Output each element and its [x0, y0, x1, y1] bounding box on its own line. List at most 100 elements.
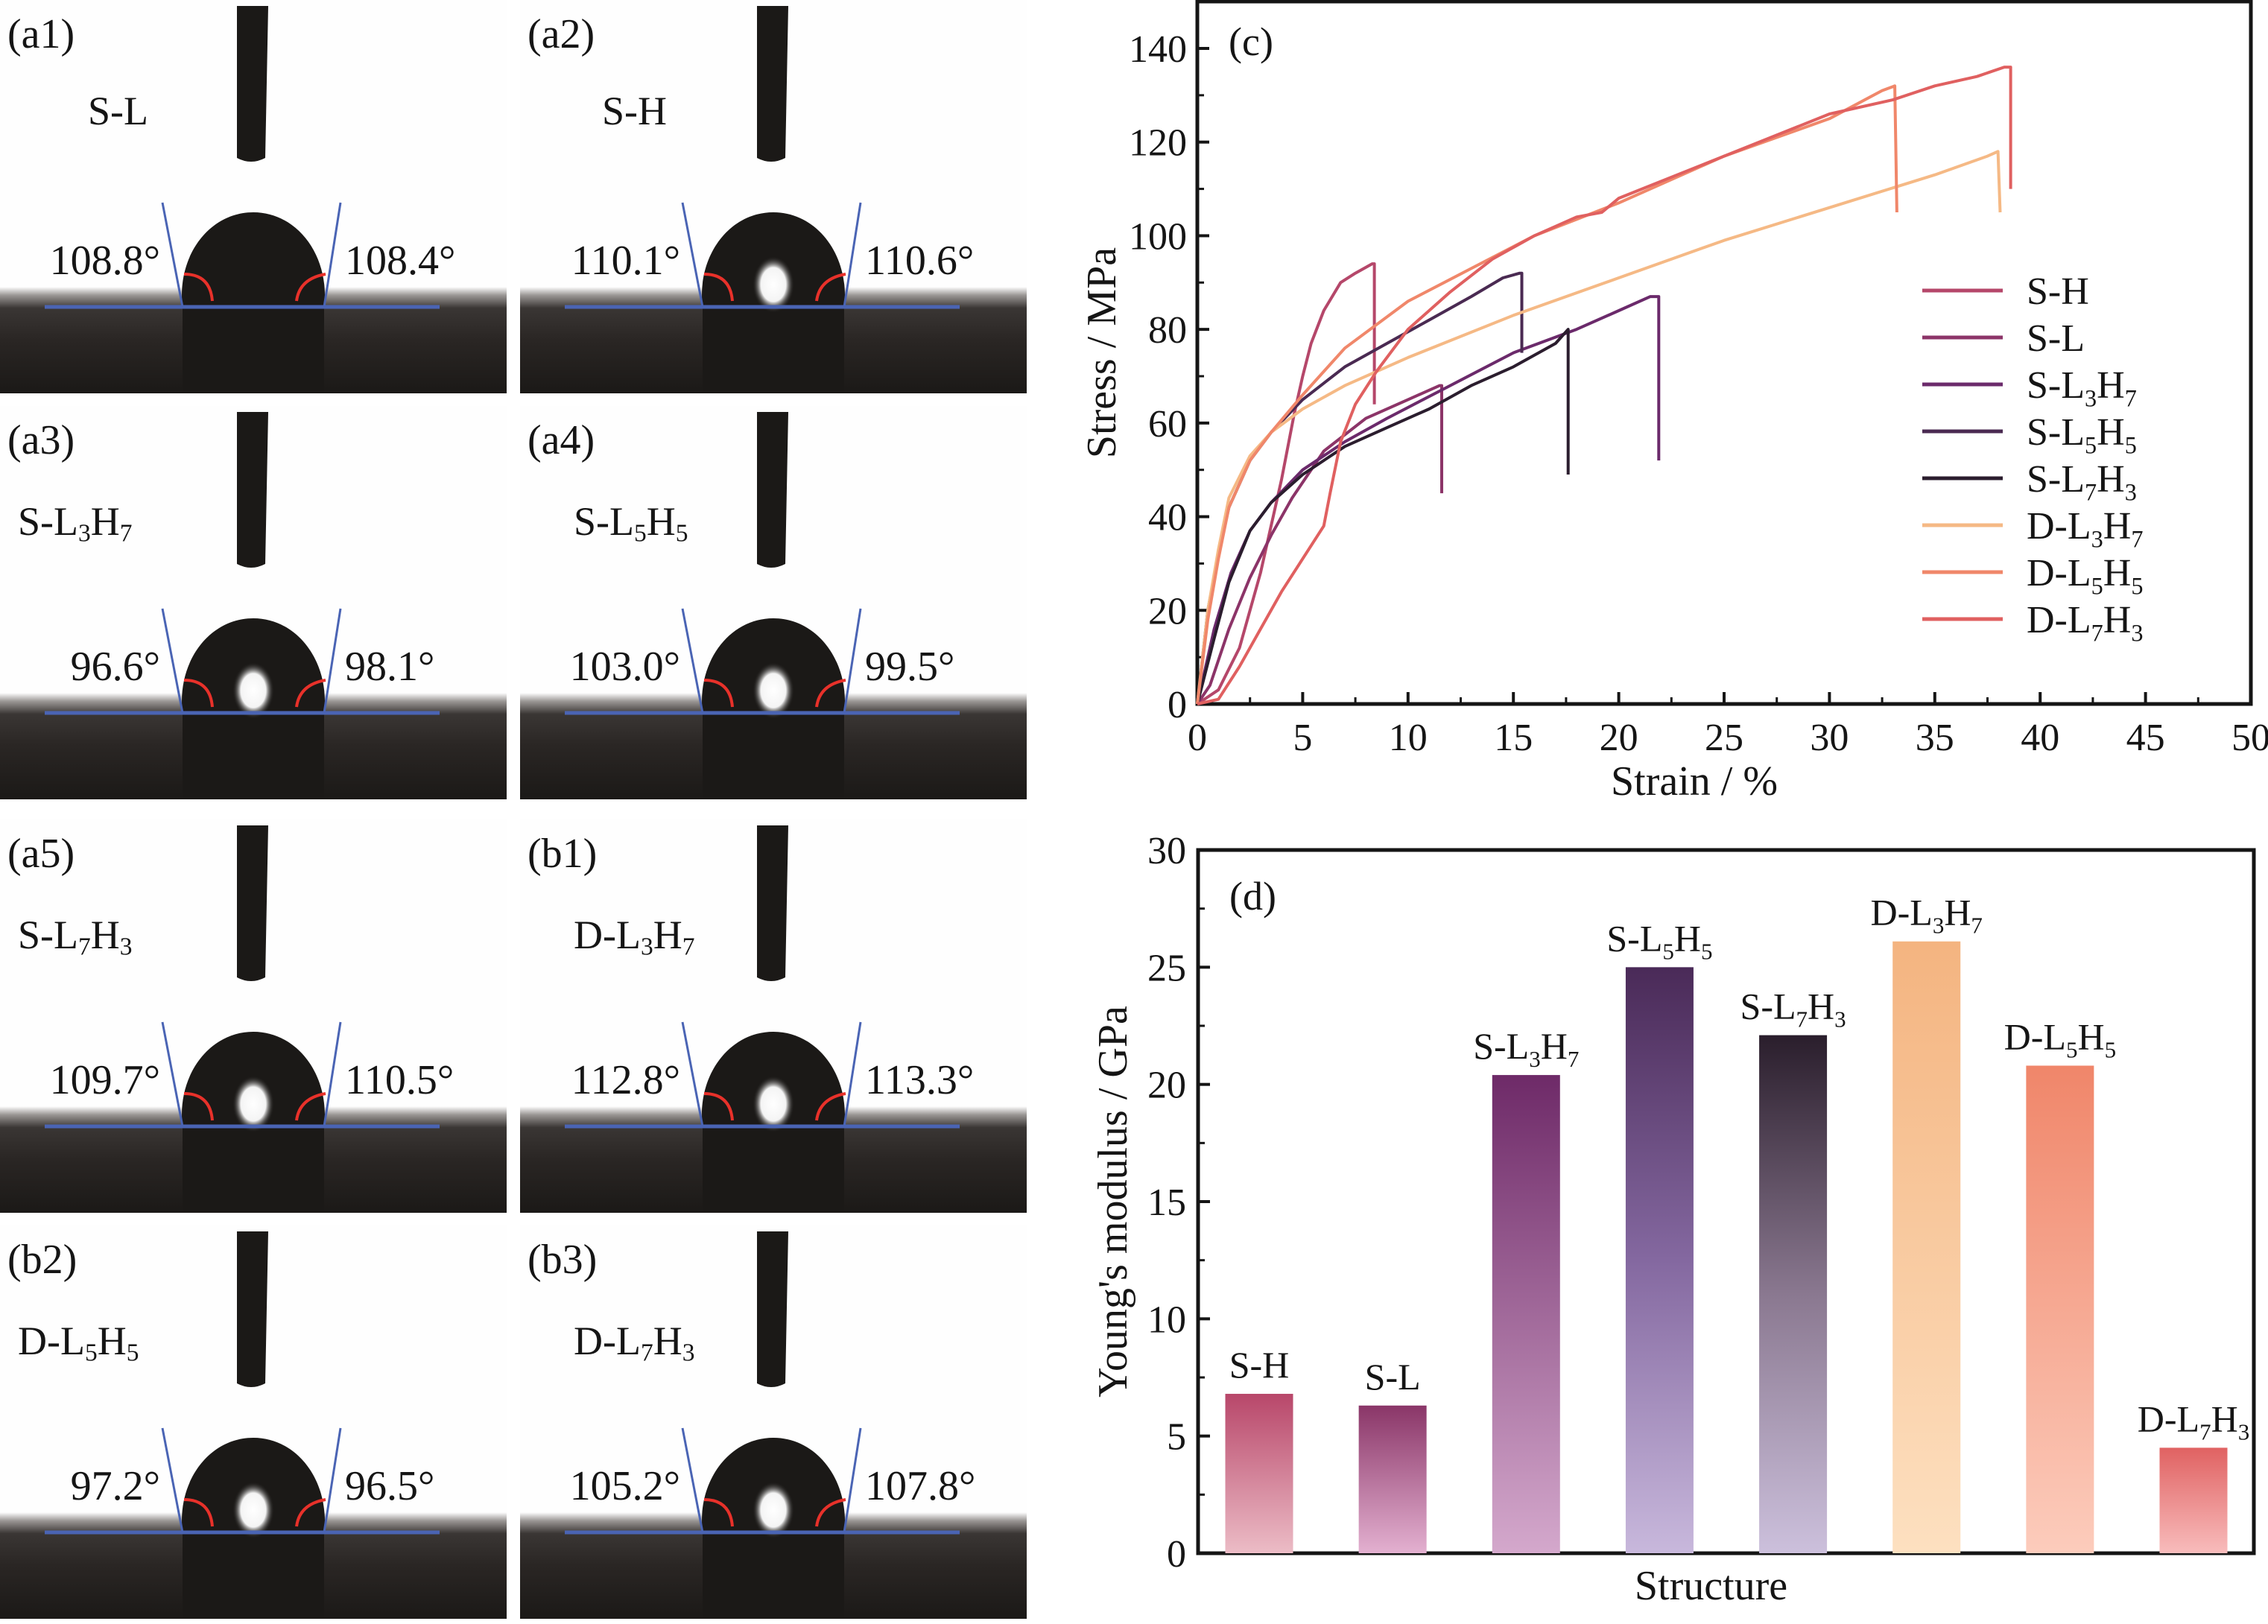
- needle: [237, 6, 268, 162]
- tangent-left: [681, 608, 704, 714]
- y-tick-label: 0: [1167, 1533, 1186, 1576]
- tangent-left: [681, 1021, 704, 1127]
- sample-name: S-L: [88, 89, 148, 133]
- sample-name: D-L3H7: [574, 913, 695, 961]
- legend-label: D-L3H7: [2027, 505, 2143, 552]
- legend-label: S-L: [2027, 317, 2085, 360]
- contact-angle-photo-a4: (a4) S-L5H5 103.0° 99.5°: [520, 406, 1027, 799]
- bar-d-l3h7: [1892, 941, 1961, 1553]
- needle: [237, 412, 268, 568]
- right-contact-angle: 113.3°: [865, 1057, 975, 1103]
- droplet-highlight: [753, 256, 794, 313]
- y-tick-label: 25: [1147, 947, 1186, 989]
- angle-arc-left: [183, 1498, 214, 1527]
- x-tick-label: 35: [1916, 717, 1954, 759]
- right-contact-angle: 96.5°: [345, 1463, 435, 1509]
- y-tick-label: 140: [1129, 28, 1187, 71]
- right-contact-angle: 108.4°: [345, 238, 456, 284]
- legend-label: S-H: [2027, 270, 2089, 313]
- right-contact-angle: 110.6°: [865, 238, 975, 284]
- legend-item: S-L5H5: [1922, 411, 2137, 458]
- x-tick-label: 5: [1293, 717, 1312, 759]
- angle-arc-left: [183, 1092, 214, 1121]
- legend-label: S-L7H3: [2027, 458, 2137, 505]
- angle-arc-right: [815, 1498, 846, 1527]
- left-contact-angle: 103.0°: [569, 644, 680, 690]
- y-tick-label: 15: [1147, 1181, 1186, 1224]
- right-contact-angle: 110.5°: [345, 1057, 454, 1103]
- stress-strain-chart: 0 5 10 15 20 25 30 35 40 45 50 0 20 40 60 80 100 120 140 St…: [1079, 0, 2268, 805]
- y-tick-label: 100: [1129, 215, 1187, 258]
- left-contact-angle: 112.8°: [571, 1057, 680, 1103]
- tangent-right: [323, 202, 342, 308]
- y-tick-label: 20: [1147, 1065, 1186, 1107]
- bar-label: S-L5H5: [1606, 917, 1712, 964]
- tangent-right: [843, 1021, 862, 1127]
- angle-arc-right: [815, 1092, 846, 1121]
- angle-arc-left: [703, 273, 734, 302]
- bar-label: D-L3H7: [1871, 892, 1983, 939]
- bar-s-l3h7: [1492, 1075, 1560, 1553]
- plot-frame: [1196, 848, 2256, 1555]
- bar-s-l5h5: [1625, 967, 1694, 1553]
- right-contact-angle: 107.8°: [865, 1463, 976, 1509]
- droplet-highlight: [232, 662, 274, 719]
- panel-label: (a2): [528, 11, 595, 57]
- panel-label: (a1): [7, 11, 75, 57]
- panel-label: (b3): [528, 1237, 598, 1283]
- angle-arc-right: [295, 1498, 326, 1527]
- right-contact-angle: 99.5°: [865, 644, 955, 690]
- legend-label: S-L5H5: [2027, 411, 2137, 458]
- needle: [237, 825, 268, 981]
- x-tick-label: 20: [1600, 717, 1638, 759]
- y-tick-label: 40: [1148, 497, 1187, 539]
- bar-d-l7h3: [2159, 1447, 2228, 1553]
- series-line-d-l3h7: [1196, 150, 2002, 705]
- y-tick-label: 5: [1167, 1416, 1186, 1459]
- bar-d-l5h5: [2026, 1065, 2094, 1553]
- legend-label: D-L5H5: [2027, 552, 2143, 599]
- needle: [237, 1231, 268, 1387]
- panel-label: (a3): [7, 417, 75, 463]
- x-axis-label: Structure: [1635, 1563, 1787, 1609]
- panel-label: (a4): [528, 417, 595, 463]
- contact-angle-photo-a1: (a1) S-L 108.8° 108.4°: [0, 0, 507, 393]
- left-contact-angle: 110.1°: [571, 238, 680, 284]
- tangent-right: [323, 1021, 342, 1127]
- tangent-right: [323, 1427, 342, 1533]
- x-tick-label: 15: [1494, 717, 1533, 759]
- x-tick-label: 40: [2021, 717, 2059, 759]
- angle-arc-left: [183, 679, 214, 708]
- bar-label: S-H: [1229, 1344, 1290, 1386]
- bar-s-l: [1358, 1405, 1427, 1553]
- tangent-right: [323, 608, 342, 714]
- y-tick-label: 60: [1148, 403, 1187, 445]
- contact-angle-photo-b1: (b1) D-L3H7 112.8° 113.3°: [520, 819, 1027, 1213]
- needle: [757, 412, 788, 568]
- contact-angle-photo-a3: (a3) S-L3H7 96.6° 98.1°: [0, 406, 507, 799]
- needle: [757, 6, 788, 162]
- left-contact-angle: 97.2°: [70, 1463, 160, 1509]
- y-tick-label: 80: [1148, 309, 1187, 352]
- needle: [757, 1231, 788, 1387]
- legend-item: S-L7H3: [1922, 458, 2137, 505]
- angle-arc-right: [815, 679, 846, 708]
- y-tick-label: 20: [1148, 590, 1187, 632]
- left-contact-angle: 96.6°: [70, 644, 160, 690]
- sample-name: S-L5H5: [574, 499, 688, 548]
- tangent-left: [681, 202, 704, 308]
- panel-label-d: (d): [1229, 874, 1276, 919]
- tangent-left: [161, 1427, 184, 1533]
- x-tick-label: 50: [2231, 717, 2268, 759]
- droplet-highlight: [753, 662, 794, 719]
- bar-label: D-L5H5: [2004, 1015, 2116, 1062]
- angle-arc-right: [295, 679, 326, 708]
- y-tick-label: 120: [1129, 122, 1187, 165]
- legend-item: D-L5H5: [1922, 552, 2143, 599]
- tangent-right: [843, 202, 862, 308]
- legend-item: S-L3H7: [1922, 364, 2137, 411]
- sample-name: D-L5H5: [18, 1319, 139, 1367]
- tangent-left: [161, 608, 184, 714]
- contact-angle-photo-b3: (b3) D-L7H3 105.2° 107.8°: [520, 1225, 1027, 1619]
